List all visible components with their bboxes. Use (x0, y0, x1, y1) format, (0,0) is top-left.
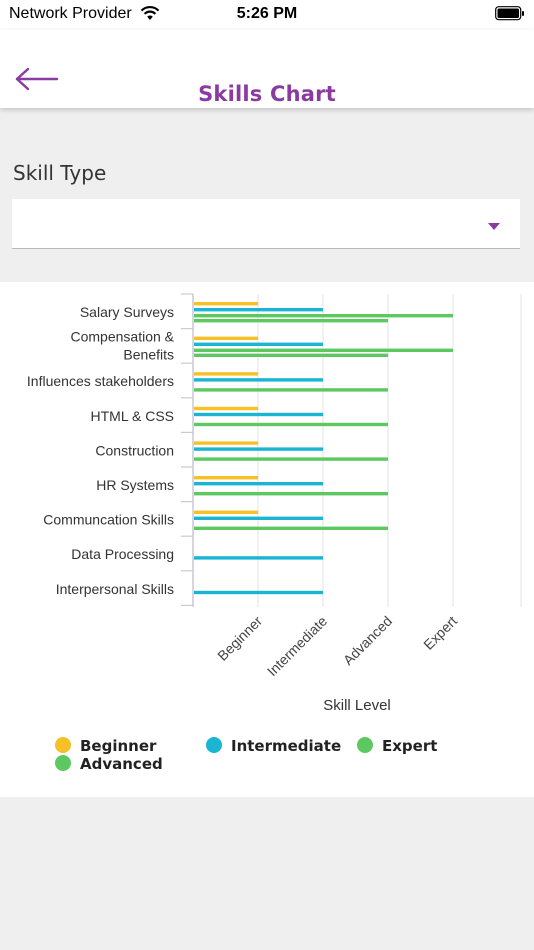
chart-card: Salary Surveys Compensation & Benefits Infl… (0, 282, 534, 797)
bar-intermediate (194, 516, 323, 520)
bar-beginner (194, 302, 258, 306)
bar-intermediate (194, 308, 323, 312)
wifi-icon (140, 6, 160, 20)
bar-intermediate (194, 556, 323, 560)
bar-advanced (194, 457, 388, 461)
chart-legend: Beginner Intermediate Expert Advanced (0, 736, 534, 776)
skills-bar-chart: Salary Surveys Compensation & Benefits Infl… (27, 293, 522, 714)
legend-label: Beginner (80, 737, 157, 755)
x-tick-label: Intermediate (264, 613, 330, 679)
category-label: Construction (95, 442, 174, 458)
category-label: Communcation Skills (43, 512, 174, 528)
category-label: Data Processing (71, 546, 174, 562)
carrier-name: Network Provider (9, 5, 132, 22)
bar-intermediate (194, 590, 323, 595)
bar-beginner (194, 510, 258, 514)
app-header: Skills Chart (0, 30, 534, 108)
skill-type-label: Skill Type (13, 161, 107, 185)
bar-expert (194, 314, 453, 318)
bar-advanced (194, 353, 388, 357)
legend-label: Intermediate (231, 737, 342, 755)
category-label: Salary Surveys (80, 304, 174, 320)
bar-advanced (194, 422, 388, 427)
status-bar: Network Provider 5:26 PM (0, 0, 534, 30)
category-label: Interpersonal Skills (56, 581, 174, 597)
skill-type-dropdown[interactable] (12, 199, 520, 249)
legend-color-dot (206, 737, 222, 753)
bar-advanced (194, 388, 388, 392)
bar-beginner (194, 441, 258, 445)
page-title: Skills Chart (198, 82, 336, 106)
x-tick-label: Expert (420, 613, 460, 653)
category-label: Compensation & (70, 329, 174, 345)
caret-down-icon (488, 223, 500, 230)
category-label: Influences stakeholders (27, 373, 174, 389)
bar-beginner (194, 372, 258, 376)
arrow-left-icon[interactable] (14, 64, 60, 94)
bar-beginner (194, 476, 258, 480)
bar-expert (194, 348, 453, 352)
bar-beginner (194, 406, 258, 411)
category-label: HR Systems (96, 477, 174, 493)
legend-label: Advanced (80, 755, 163, 773)
battery-icon (495, 6, 524, 21)
x-axis-title: Skill Level (323, 697, 391, 714)
bar-intermediate (194, 482, 323, 486)
legend-color-dot (55, 755, 71, 771)
legend-label: Expert (382, 737, 438, 755)
x-tick-label: Advanced (340, 613, 395, 668)
bar-intermediate (194, 412, 323, 417)
clock-time: 5:26 PM (236, 5, 298, 22)
bar-beginner (194, 336, 258, 340)
category-label: Benefits (123, 347, 174, 363)
bar-advanced (194, 526, 388, 530)
legend-color-dot (55, 737, 71, 753)
bar-intermediate (194, 447, 323, 451)
legend-color-dot (357, 737, 373, 753)
x-tick-label: Beginner (214, 613, 265, 664)
bar-intermediate (194, 342, 323, 346)
bar-advanced (194, 319, 388, 323)
bar-intermediate (194, 378, 323, 382)
bar-advanced (194, 492, 388, 496)
category-label: HTML & CSS (91, 408, 175, 424)
